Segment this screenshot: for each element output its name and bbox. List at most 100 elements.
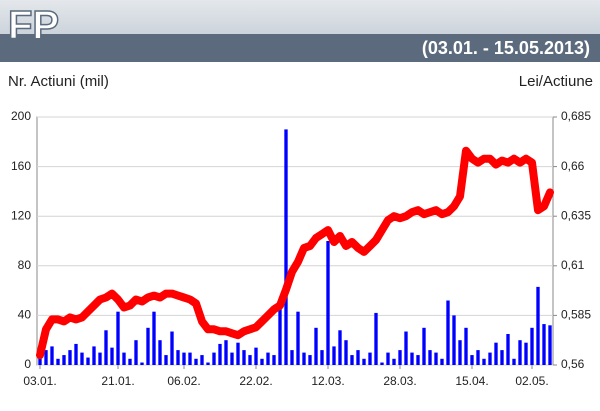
period-band bbox=[0, 34, 600, 62]
y-tick-label: 200 bbox=[11, 109, 31, 123]
bar bbox=[524, 342, 528, 365]
bar bbox=[458, 340, 462, 365]
bar bbox=[422, 327, 426, 365]
bar bbox=[470, 355, 474, 365]
bar bbox=[512, 358, 516, 365]
bar bbox=[164, 355, 168, 365]
bar bbox=[80, 352, 84, 365]
bar bbox=[440, 358, 444, 365]
bar bbox=[134, 340, 138, 365]
y2-tick-label: 0,66 bbox=[561, 159, 585, 173]
bar bbox=[200, 355, 204, 365]
x-tick-label: 22.02. bbox=[239, 374, 272, 388]
bar bbox=[50, 346, 54, 365]
bar bbox=[242, 350, 246, 365]
bar bbox=[152, 311, 156, 365]
bar bbox=[56, 358, 60, 365]
bar bbox=[464, 327, 468, 365]
bar bbox=[98, 352, 102, 365]
bar bbox=[542, 324, 546, 365]
bar bbox=[170, 331, 174, 365]
x-tick-label: 02.05. bbox=[515, 374, 548, 388]
bar bbox=[296, 311, 300, 365]
bar bbox=[374, 312, 378, 365]
bar bbox=[44, 350, 48, 365]
bar bbox=[236, 342, 240, 365]
y-tick-label: 40 bbox=[18, 308, 32, 322]
bar bbox=[386, 352, 390, 365]
bar bbox=[110, 347, 114, 365]
bar bbox=[392, 358, 396, 365]
bar bbox=[86, 357, 90, 365]
x-tick-label: 21.01. bbox=[101, 374, 134, 388]
bar bbox=[284, 129, 288, 365]
y2-tick-label: 0,585 bbox=[561, 308, 591, 322]
bar bbox=[176, 350, 180, 365]
bar bbox=[398, 350, 402, 365]
bar bbox=[380, 362, 384, 365]
bar bbox=[140, 362, 144, 365]
bar bbox=[314, 327, 318, 365]
y2-tick-label: 0,685 bbox=[561, 109, 591, 123]
bar bbox=[62, 355, 66, 365]
y-tick-label: 80 bbox=[18, 258, 32, 272]
y2-tick-label: 0,56 bbox=[561, 357, 585, 371]
bar bbox=[338, 330, 342, 365]
bar bbox=[434, 352, 438, 365]
x-tick-label: 06.02. bbox=[167, 374, 200, 388]
bar bbox=[476, 350, 480, 365]
bar bbox=[536, 286, 540, 365]
bar bbox=[254, 347, 258, 365]
bar bbox=[320, 350, 324, 365]
bar bbox=[230, 352, 234, 365]
bar bbox=[290, 350, 294, 365]
bar bbox=[212, 352, 216, 365]
x-tick-label: 28.03. bbox=[383, 374, 416, 388]
bar bbox=[500, 350, 504, 365]
bar bbox=[452, 315, 456, 365]
bar bbox=[326, 241, 330, 365]
y2-axis-label: Lei/Actiune bbox=[519, 73, 593, 90]
bar bbox=[74, 343, 78, 365]
bar bbox=[362, 358, 366, 365]
bar bbox=[92, 346, 96, 365]
x-tick-label: 15.04. bbox=[455, 374, 488, 388]
bar bbox=[104, 330, 108, 365]
bar bbox=[332, 346, 336, 365]
logo: FP bbox=[8, 4, 59, 48]
bar bbox=[224, 340, 228, 365]
bar bbox=[350, 355, 354, 365]
bar bbox=[248, 355, 252, 365]
bar bbox=[188, 352, 192, 365]
bar bbox=[146, 327, 150, 365]
x-tick-label: 12.03. bbox=[311, 374, 344, 388]
bar bbox=[194, 358, 198, 365]
bar bbox=[116, 311, 120, 365]
bar bbox=[344, 340, 348, 365]
y-tick-label: 160 bbox=[11, 159, 31, 173]
bar bbox=[182, 352, 186, 365]
y-tick-label: 120 bbox=[11, 208, 31, 222]
bar bbox=[518, 340, 522, 365]
bar bbox=[308, 355, 312, 365]
bar bbox=[260, 358, 264, 365]
bar bbox=[272, 355, 276, 365]
bar bbox=[530, 327, 534, 365]
y2-tick-label: 0,635 bbox=[561, 208, 591, 222]
bar bbox=[266, 352, 270, 365]
bar bbox=[506, 334, 510, 365]
bar bbox=[278, 303, 282, 365]
bar bbox=[368, 352, 372, 365]
bar bbox=[428, 350, 432, 365]
bar bbox=[482, 358, 486, 365]
y2-tick-label: 0,61 bbox=[561, 258, 585, 272]
bar bbox=[356, 350, 360, 365]
bar bbox=[416, 355, 420, 365]
y-axis-label: Nr. Actiuni (mil) bbox=[8, 73, 109, 90]
plot-area bbox=[36, 116, 554, 366]
bar bbox=[302, 352, 306, 365]
bar bbox=[446, 300, 450, 365]
bar bbox=[128, 358, 132, 365]
bar bbox=[68, 350, 72, 365]
